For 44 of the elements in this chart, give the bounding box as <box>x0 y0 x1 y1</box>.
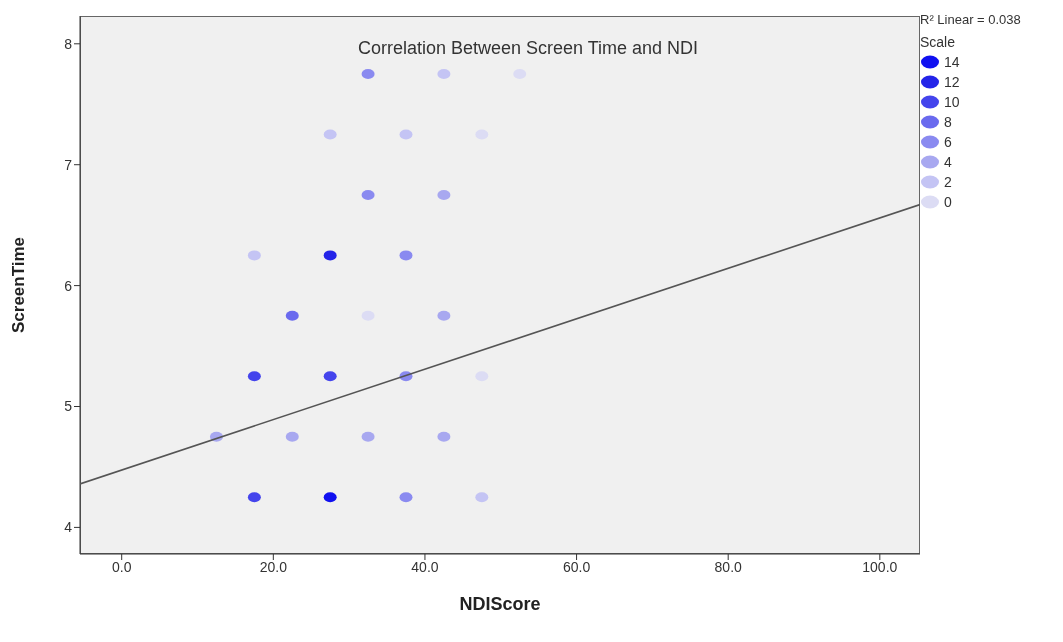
legend-label: 14 <box>944 54 960 70</box>
point <box>361 189 375 200</box>
point <box>361 431 375 442</box>
legend-label: 2 <box>944 174 952 190</box>
point <box>399 250 413 261</box>
point <box>247 250 261 261</box>
point <box>285 310 299 321</box>
legend-label: 6 <box>944 134 952 150</box>
y-tick-label: 5 <box>64 398 73 415</box>
point <box>399 492 413 503</box>
y-tick-label: 7 <box>64 156 73 173</box>
point <box>323 492 337 503</box>
x-tick-label: 40.0 <box>411 558 439 575</box>
point <box>437 431 451 442</box>
point <box>323 129 337 140</box>
y-tick-label: 4 <box>64 519 73 536</box>
text: R² Linear = 0.038 <box>920 12 1021 27</box>
point <box>437 310 451 321</box>
legend-label: 4 <box>944 154 952 170</box>
legend-label: 0 <box>944 194 952 210</box>
point <box>323 250 337 261</box>
point <box>475 492 489 503</box>
legend-label: 10 <box>944 94 960 110</box>
x-tick-label: 0.0 <box>111 558 132 575</box>
point <box>247 371 261 382</box>
point <box>437 189 451 200</box>
legend-label: 12 <box>944 74 960 90</box>
x-tick-label: 80.0 <box>714 558 743 575</box>
x-axis-title: NDIScore <box>459 594 541 614</box>
y-tick-label: 6 <box>64 277 73 294</box>
text: Correlation Between Screen Time and NDI <box>356 38 700 59</box>
x-tick-label: 100.0 <box>862 558 898 575</box>
legend-label: 8 <box>944 114 952 130</box>
y-axis-title: ScreenTime <box>9 236 29 334</box>
point <box>399 129 413 140</box>
point <box>361 69 375 80</box>
point <box>285 431 299 442</box>
legend-title: Scale <box>920 34 957 50</box>
point <box>323 371 337 382</box>
x-tick-label: 20.0 <box>259 558 288 575</box>
point <box>247 492 261 503</box>
x-tick-label: 60.0 <box>562 558 591 575</box>
y-tick-label: 8 <box>64 35 73 52</box>
point <box>437 69 451 80</box>
